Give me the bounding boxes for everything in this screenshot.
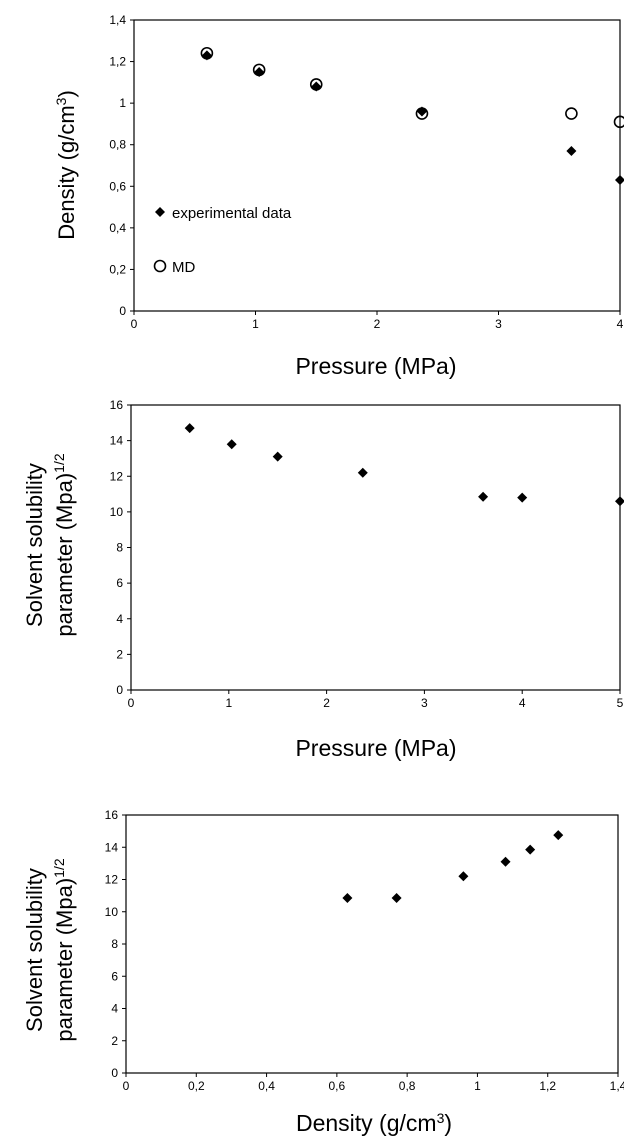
solubility-vs-pressure-svg: Solvent solubility parameter (Mpa)1/2 Pr… [22, 398, 624, 761]
solubility-vs-density-svg: Solvent solubility parameter (Mpa)1/2 De… [22, 808, 624, 1136]
solubility-vs-pressure-chart: Solvent solubility parameter (Mpa)1/2 Pr… [0, 380, 624, 775]
solubility-vs-density-chart: Solvent solubility parameter (Mpa)1/2 De… [0, 775, 624, 1139]
chart1-y-tick-label: 0,2 [109, 262, 126, 276]
chart1-x-tick-label: 4 [617, 317, 624, 331]
chart3-x-tick-label: 1,2 [539, 1079, 556, 1093]
chart3-y-axis-label-line2: parameter (Mpa)1/2 [51, 858, 77, 1042]
chart3-x-tick-label: 0,2 [188, 1079, 205, 1093]
chart3-y-axis-label-line1: Solvent solubility [22, 868, 47, 1032]
chart1-x-tick-label: 0 [131, 317, 138, 331]
chart3-y-tick-label: 14 [105, 840, 119, 854]
chart3-data-point [391, 893, 402, 904]
chart1-data-point [566, 145, 577, 156]
chart3-x-tick-label: 0 [123, 1079, 130, 1093]
chart2-x-axis-label: Pressure (MPa) [295, 735, 456, 761]
chart1-md-point [415, 107, 429, 120]
chart2-y-tick-label: 12 [110, 469, 124, 483]
chart2-y-tick-label: 6 [116, 576, 123, 590]
chart3-data-point [458, 871, 469, 882]
chart2-x-tick-label: 3 [421, 696, 428, 710]
chart1-x-tick-label: 3 [495, 317, 502, 331]
legend-experimental-label: experimental data [172, 205, 292, 222]
chart2-x-tick-label: 0 [128, 696, 135, 710]
chart1-md-point [565, 107, 578, 120]
chart1-md-point [200, 46, 214, 60]
chart3-y-tick-label: 4 [111, 1002, 118, 1016]
chart2-data-point [272, 451, 283, 462]
chart3-data-point [525, 844, 536, 855]
chart1-md-point [613, 115, 624, 129]
chart3-y-tick-label: 16 [105, 808, 119, 822]
chart2-y-tick-label: 4 [116, 612, 123, 626]
chart1-plot-frame [133, 19, 621, 312]
chart1-y-tick-label: 1 [119, 96, 126, 110]
chart3-x-axis-label: Density (g/cm3) [296, 1110, 452, 1136]
legend-md-marker [153, 259, 167, 273]
chart3-x-tick-label: 0,6 [329, 1079, 346, 1093]
chart3-y-tick-label: 10 [105, 905, 119, 919]
chart1-y-tick-label: 0,8 [109, 138, 126, 152]
chart3-plot-frame [125, 814, 619, 1074]
chart1-y-tick-label: 0,4 [109, 221, 126, 235]
chart1-y-tick-label: 0 [119, 304, 126, 318]
chart2-y-axis-label-line2: parameter (Mpa)1/2 [51, 453, 77, 637]
chart3-y-tick-label: 12 [105, 873, 119, 887]
chart1-md-point [309, 78, 323, 91]
chart3-x-tick-label: 0,4 [258, 1079, 275, 1093]
chart3-data-point [500, 856, 511, 867]
chart2-data-point [226, 439, 237, 450]
chart1-md-point [252, 63, 266, 77]
legend-md-label: MD [172, 259, 195, 276]
chart3-y-tick-label: 6 [111, 969, 118, 983]
chart2-y-tick-label: 8 [116, 541, 123, 555]
chart2-x-tick-label: 1 [225, 696, 232, 710]
density-vs-pressure-svg: Density (g/cm3) Pressure (MPa) experimen… [53, 13, 624, 379]
chart2-y-tick-label: 14 [110, 434, 124, 448]
chart1-y-tick-label: 0,6 [109, 179, 126, 193]
chart3-data-point [553, 830, 564, 841]
chart3-x-tick-label: 1 [474, 1079, 481, 1093]
chart2-y-tick-label: 0 [116, 683, 123, 697]
chart1-y-tick-label: 1,4 [109, 13, 126, 27]
chart1-x-tick-label: 1 [252, 317, 259, 331]
chart2-data-point [517, 492, 528, 503]
chart2-x-tick-label: 5 [617, 696, 624, 710]
chart1-x-axis-label: Pressure (MPa) [295, 353, 456, 379]
chart2-x-tick-label: 4 [519, 696, 526, 710]
density-vs-pressure-chart: Density (g/cm3) Pressure (MPa) experimen… [0, 0, 624, 380]
chart2-data-point [357, 467, 368, 478]
chart3-y-tick-label: 2 [111, 1034, 118, 1048]
chart2-y-tick-label: 10 [110, 505, 124, 519]
legend-experimental-marker [155, 207, 165, 217]
chart2-y-tick-label: 2 [116, 647, 123, 661]
chart1-y-axis-label: Density (g/cm3) [53, 90, 79, 240]
chart2-data-point [478, 491, 489, 502]
chart3-y-tick-label: 8 [111, 937, 118, 951]
chart2-y-axis-label-line1: Solvent solubility [22, 463, 47, 627]
chart2-data-point [184, 423, 195, 434]
chart2-y-tick-label: 16 [110, 398, 124, 412]
chart2-x-tick-label: 2 [323, 696, 330, 710]
chart1-y-tick-label: 1,2 [109, 55, 126, 69]
chart3-y-tick-label: 0 [111, 1066, 118, 1080]
chart3-x-tick-label: 0,8 [399, 1079, 416, 1093]
chart2-plot-frame [130, 404, 621, 691]
chart2-data-point [615, 496, 624, 507]
chart1-data-point [615, 175, 624, 186]
chart1-x-tick-label: 2 [374, 317, 381, 331]
chart3-data-point [342, 893, 353, 904]
chart3-x-tick-label: 1,4 [610, 1079, 624, 1093]
